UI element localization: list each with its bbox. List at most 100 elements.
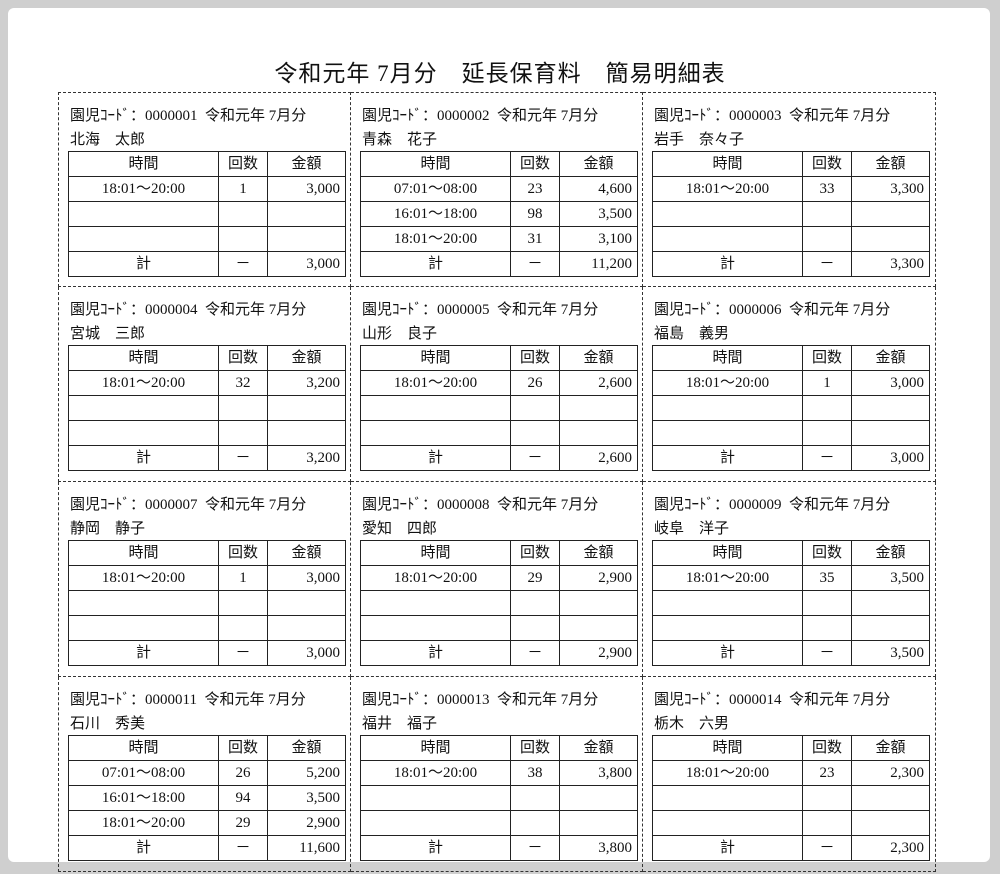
child-name: 宮城 三郎 [70,326,146,342]
table-row: 07:01～08:00 26 5,200 [68,760,346,786]
amount-cell [267,226,346,252]
total-amount: 2,900 [559,640,638,666]
col-time-header: 時間 [652,151,803,177]
period: 令和元年 7月分 [789,692,891,708]
count-cell [510,810,560,836]
total-label: 計 [68,251,219,277]
time-cell [68,590,219,616]
fee-table: 時間 回数 金額 18:01～20:00 35 3,500 計－ 3,500 [652,540,930,666]
child-code: 0000004 [145,302,198,318]
amount-cell [851,590,930,616]
child-statement-card: 園児ｺｰﾄﾞ：0000013 令和元年 7月分 福井 福子 時間 回数 金額 18:01～… [351,677,643,872]
period: 令和元年 7月分 [497,302,599,318]
amount-cell [851,226,930,252]
child-code: 0000014 [729,692,782,708]
count-cell: 94 [218,785,268,811]
child-code: 0000001 [145,108,198,124]
total-count-dash: － [218,835,268,861]
code-label: 園児ｺｰﾄﾞ： [362,108,438,124]
time-cell [360,615,511,641]
time-cell: 18:01～20:00 [652,760,803,786]
total-count-dash: － [802,835,852,861]
time-cell [68,420,219,446]
count-cell [802,226,852,252]
code-label: 園児ｺｰﾄﾞ： [654,692,730,708]
child-statement-card: 園児ｺｰﾄﾞ：0000005 令和元年 7月分 山形 良子 時間 回数 金額 18:01～… [351,287,643,482]
table-row: 18:01～20:00 1 3,000 [68,176,346,202]
child-code: 0000007 [145,497,198,513]
table-header-row: 時間 回数 金額 [68,540,346,566]
time-cell: 18:01～20:00 [652,565,803,591]
col-time-header: 時間 [360,540,511,566]
total-amount: 11,600 [267,835,346,861]
count-cell [802,201,852,227]
amount-cell: 3,000 [851,370,930,396]
card-header: 園児ｺｰﾄﾞ：0000003 令和元年 7月分 [654,104,890,125]
col-time-header: 時間 [360,735,511,761]
period: 令和元年 7月分 [497,497,599,513]
time-cell: 18:01～20:00 [360,760,511,786]
amount-cell [851,420,930,446]
table-row [652,810,930,836]
col-time-header: 時間 [652,540,803,566]
child-name: 北海 太郎 [70,132,146,148]
time-cell [68,201,219,227]
child-code: 0000013 [437,692,490,708]
total-row: 計－ 3,000 [68,640,346,666]
total-label: 計 [652,251,803,277]
amount-cell [267,590,346,616]
period: 令和元年 7月分 [205,302,307,318]
total-amount: 2,600 [559,445,638,471]
total-amount: 3,300 [851,251,930,277]
fee-table: 時間 回数 金額 18:01～20:00 1 3,000 計－ 3,000 [652,345,930,471]
table-row [360,785,638,811]
total-row: 計－ 2,600 [360,445,638,471]
col-time-header: 時間 [68,345,219,371]
amount-cell [559,615,638,641]
total-label: 計 [360,640,511,666]
child-code: 0000002 [437,108,490,124]
table-row [68,615,346,641]
col-count-header: 回数 [218,151,268,177]
table-row: 16:01～18:00 94 3,500 [68,785,346,811]
fee-table: 時間 回数 金額 18:01～20:00 1 3,000 計－ 3,000 [68,151,346,277]
card-header: 園児ｺｰﾄﾞ：0000009 令和元年 7月分 [654,493,890,514]
fee-table: 時間 回数 金額 18:01～20:00 29 2,900 計－ 2,900 [360,540,638,666]
total-amount: 3,000 [851,445,930,471]
total-row: 計－ 3,200 [68,445,346,471]
fee-table: 時間 回数 金額 07:01～08:00 26 5,200 16:01～18:00 94 3,5… [68,735,346,861]
time-cell: 07:01～08:00 [360,176,511,202]
table-row: 18:01～20:00 31 3,100 [360,226,638,252]
time-cell [652,810,803,836]
col-time-header: 時間 [68,735,219,761]
table-row [68,201,346,227]
count-cell: 29 [218,810,268,836]
total-label: 計 [360,251,511,277]
table-header-row: 時間 回数 金額 [652,345,930,371]
child-statement-card: 園児ｺｰﾄﾞ：0000008 令和元年 7月分 愛知 四郎 時間 回数 金額 18:01～… [351,482,643,677]
code-label: 園児ｺｰﾄﾞ： [70,302,146,318]
time-cell [68,615,219,641]
period: 令和元年 7月分 [205,497,307,513]
table-row: 18:01～20:00 29 2,900 [360,565,638,591]
time-cell: 18:01～20:00 [360,370,511,396]
count-cell [218,226,268,252]
amount-cell: 3,300 [851,176,930,202]
amount-cell [267,420,346,446]
child-statement-card: 園児ｺｰﾄﾞ：0000007 令和元年 7月分 静岡 静子 時間 回数 金額 18:01～… [58,482,351,677]
time-cell [360,810,511,836]
table-row [360,590,638,616]
amount-cell [559,420,638,446]
total-count-dash: － [802,251,852,277]
amount-cell: 2,900 [559,565,638,591]
fee-table: 時間 回数 金額 18:01～20:00 1 3,000 計－ 3,000 [68,540,346,666]
count-cell [802,420,852,446]
time-cell [652,615,803,641]
count-cell [510,590,560,616]
total-amount: 3,000 [267,251,346,277]
table-header-row: 時間 回数 金額 [360,345,638,371]
count-cell: 1 [218,565,268,591]
total-count-dash: － [510,251,560,277]
time-cell [652,590,803,616]
time-cell: 18:01～20:00 [68,810,219,836]
